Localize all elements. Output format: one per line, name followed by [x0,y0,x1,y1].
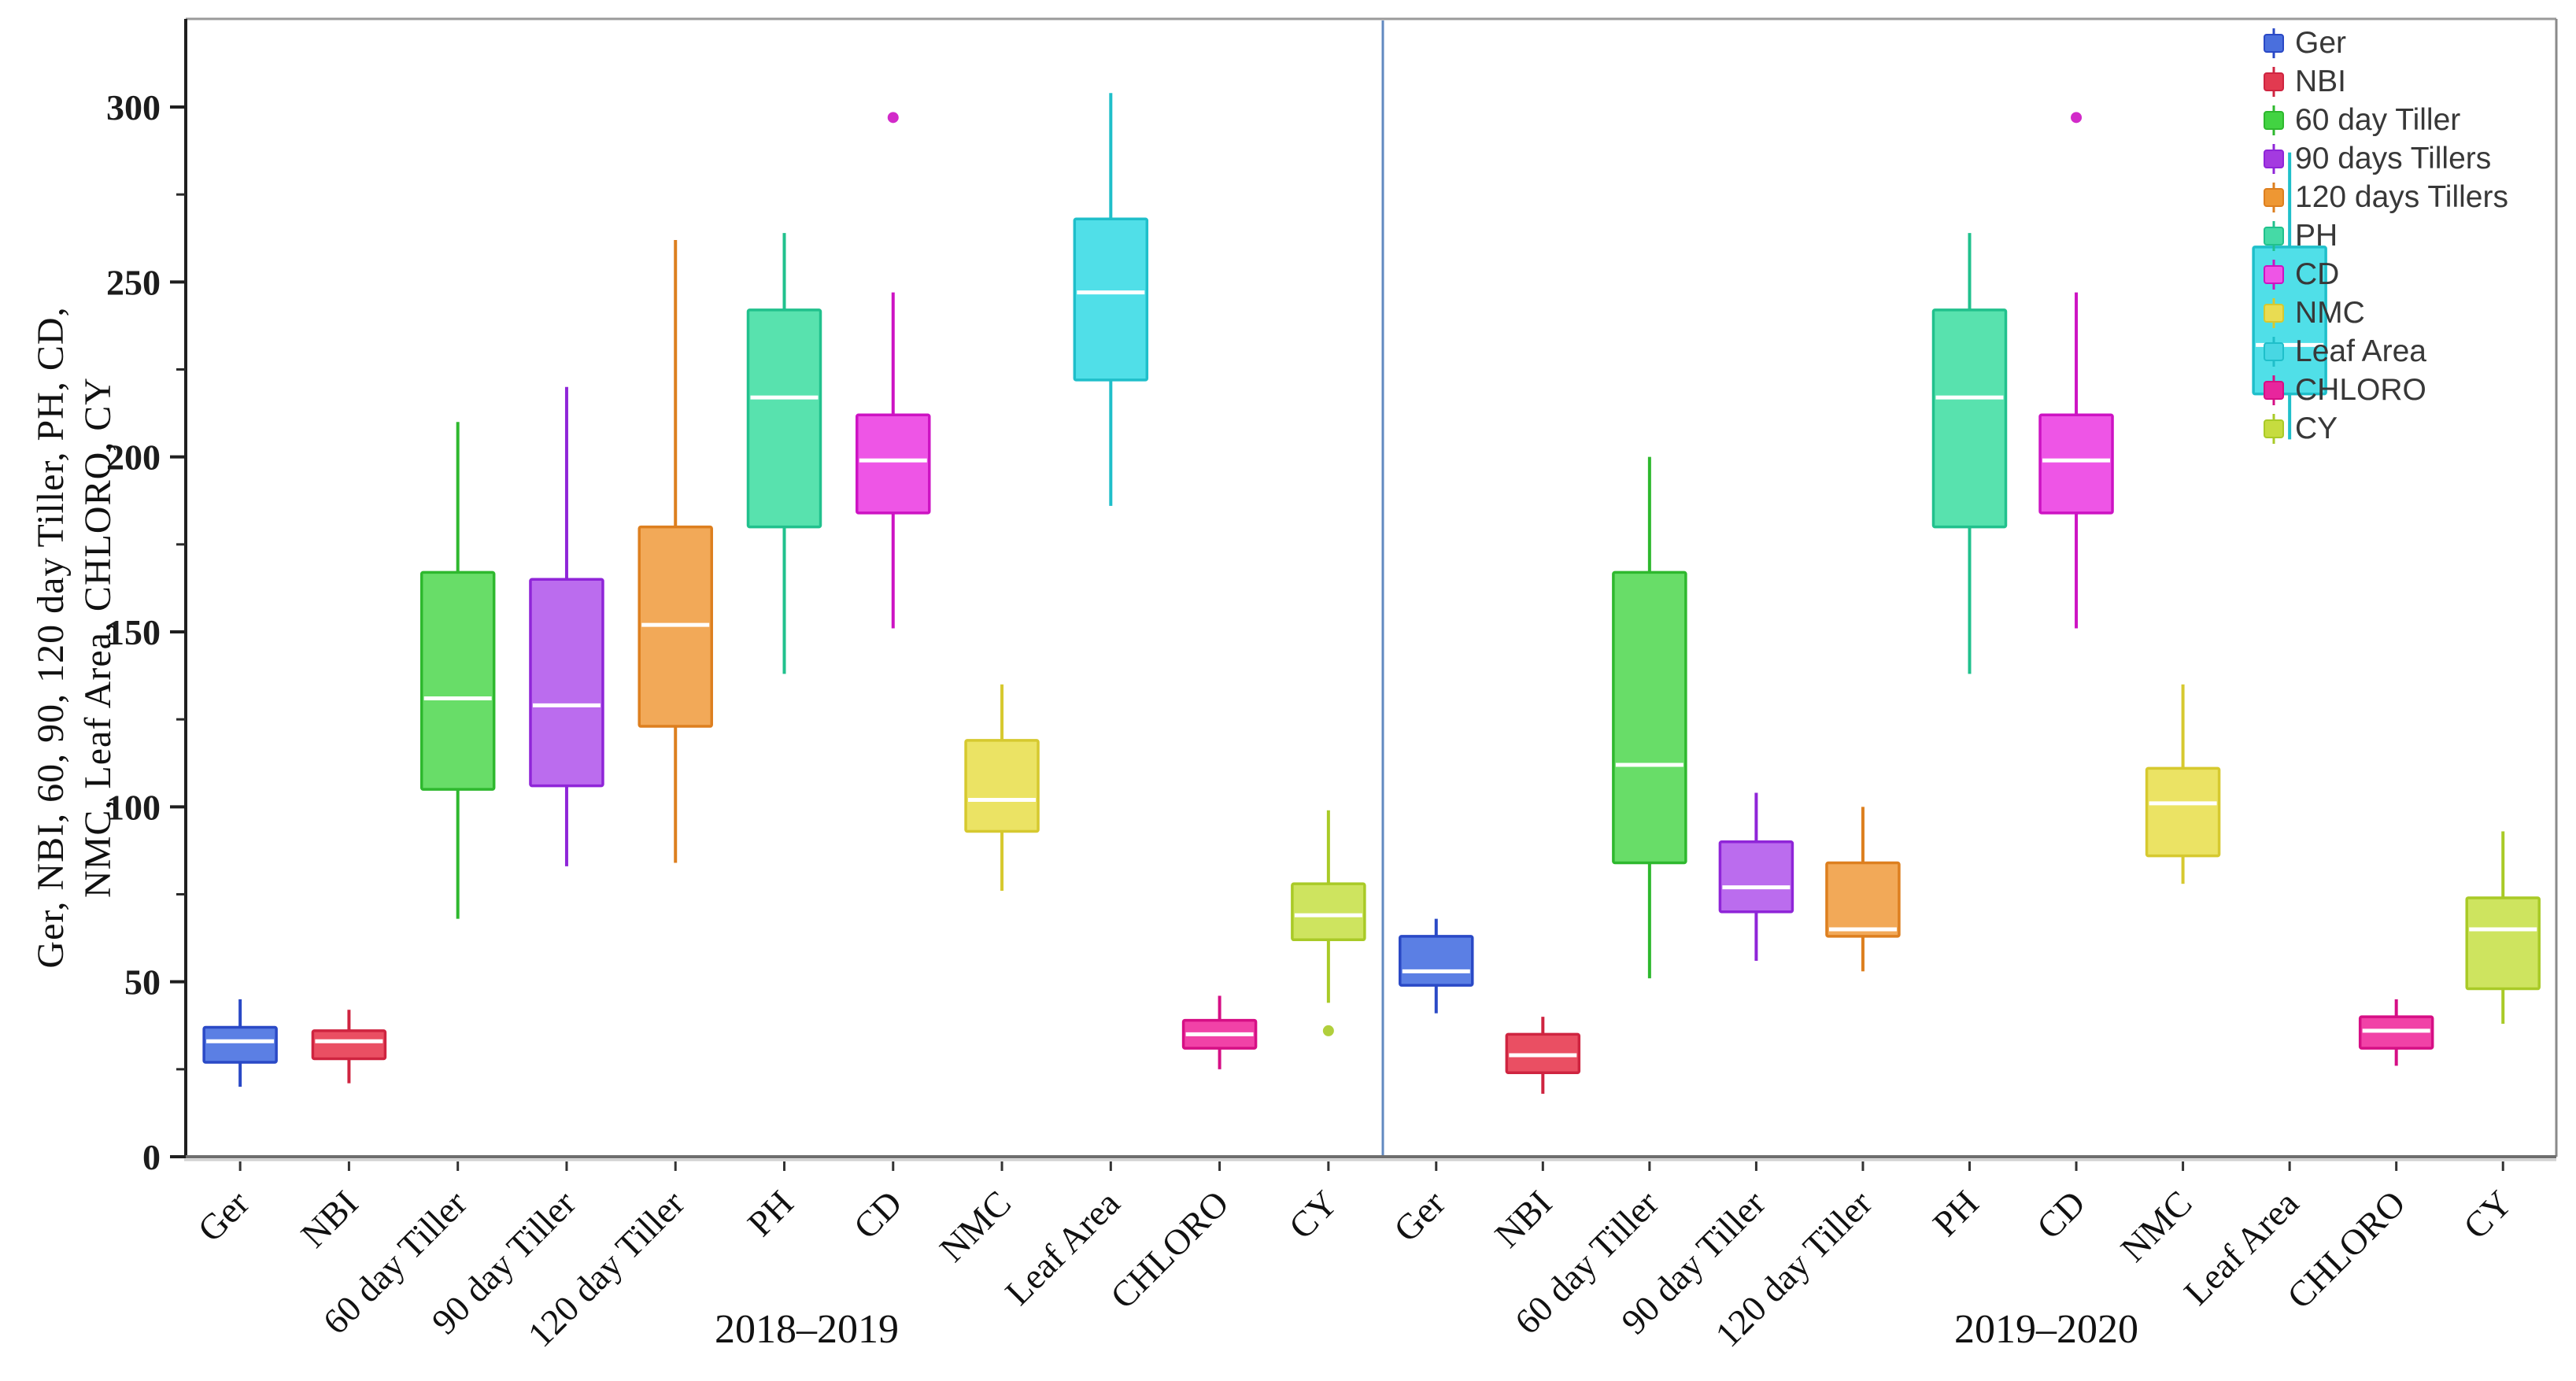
legend-marker-icon [2264,297,2284,330]
legend-marker-icon [2264,142,2284,175]
x-category-label: Ger [1386,1183,1453,1250]
box-cd-panel1 [856,413,931,515]
box-la-panel1 [1073,217,1149,382]
box-t120-panel2 [1825,861,1901,938]
x-category-label: CY [1281,1183,1345,1246]
box-ger-panel2 [1399,935,1474,987]
x-category-label: CHLORO [1103,1183,1236,1316]
legend: Ger NBI 60 day Tiller 90 days Tillers 120 da… [2264,24,2508,448]
legend-marker-icon [2264,412,2284,445]
box-t60-panel1 [419,570,496,791]
y-tick-label: 150 [106,612,161,652]
legend-item-label: 60 day Tiller [2295,102,2461,137]
y-axis-title: Ger, NBI, 60, 90, 120 day Tiller, PH, CD… [28,75,130,1200]
x-category-label: NMC [932,1183,1018,1269]
legend-item-ph: PH [2264,216,2508,255]
legend-item-label: NMC [2295,295,2365,330]
y-axis-title-line2: NMC, Leaf Area, CHLORO, CY [77,377,119,898]
legend-item-label: PH [2295,218,2338,253]
box-t90-panel1 [529,578,604,788]
legend-item-la: Leaf Area [2264,332,2508,371]
y-tick-label: 50 [124,962,161,1003]
season-caption-2019-2020: 2019–2020 [1954,1307,2138,1352]
y-tick-label: 200 [106,438,161,478]
y-tick-label: 100 [106,787,161,827]
box-t60-panel2 [1612,570,1687,865]
x-category-label: CD [846,1183,910,1246]
legend-item-ger: Ger [2264,24,2508,62]
legend-marker-icon [2264,181,2284,214]
legend-marker-icon [2264,335,2284,368]
legend-item-label: CD [2295,257,2340,291]
legend-marker-icon [2264,258,2284,291]
legend-item-chl: CHLORO [2264,371,2508,409]
legend-item-label: NBI [2295,64,2347,98]
legend-item-t60: 60 day Tiller [2264,101,2508,139]
x-category-label: NBI [293,1183,365,1255]
box-cy-panel2 [2465,896,2541,991]
box-nmc-panel2 [2145,766,2221,858]
outlier-dot [887,112,899,124]
legend-item-label: CHLORO [2295,372,2426,407]
x-category-label: PH [1925,1183,1987,1244]
x-category-label: NBI [1487,1183,1559,1255]
y-axis-title-line1: Ger, NBI, 60, 90, 120 day Tiller, PH, CD… [30,306,72,969]
legend-item-cy: CY [2264,409,2508,448]
box-nmc-panel1 [964,739,1040,833]
legend-item-label: CY [2295,411,2338,445]
legend-marker-icon [2264,65,2284,98]
legend-item-label: Ger [2295,25,2347,60]
legend-item-label: Leaf Area [2295,334,2426,368]
x-category-label: Ger [190,1183,257,1250]
legend-item-label: 120 days Tillers [2295,179,2508,214]
legend-marker-icon [2264,27,2284,60]
box-t90-panel2 [1718,840,1794,914]
y-tick-label: 0 [142,1137,161,1177]
legend-marker-icon [2264,220,2284,253]
legend-item-nbi: NBI [2264,62,2508,101]
box-ger-panel1 [202,1025,278,1064]
legend-marker-icon [2264,104,2284,137]
box-cy-panel1 [1291,882,1366,942]
x-category-label: PH [740,1183,801,1244]
x-category-label: CY [2456,1183,2519,1246]
outlier-dot [1322,1025,1334,1036]
legend-marker-icon [2264,374,2284,407]
box-nbi-panel1 [311,1029,387,1061]
y-tick-label: 300 [106,87,161,127]
x-category-label: CHLORO [2279,1183,2413,1316]
legend-item-t90: 90 days Tillers [2264,139,2508,178]
x-category-label: NMC [2112,1183,2199,1269]
box-cd-panel2 [2038,413,2114,515]
legend-item-nmc: NMC [2264,294,2508,332]
x-category-label: CD [2029,1183,2093,1246]
legend-item-label: 90 days Tillers [2295,141,2492,175]
box-ph-panel1 [746,308,822,529]
legend-item-t120: 120 days Tillers [2264,178,2508,216]
outlier-dot [2071,112,2083,124]
legend-item-cd: CD [2264,255,2508,294]
box-ph-panel2 [1931,308,2008,529]
season-caption-2018-2019: 2018–2019 [715,1307,899,1352]
y-tick-label: 250 [106,262,161,302]
